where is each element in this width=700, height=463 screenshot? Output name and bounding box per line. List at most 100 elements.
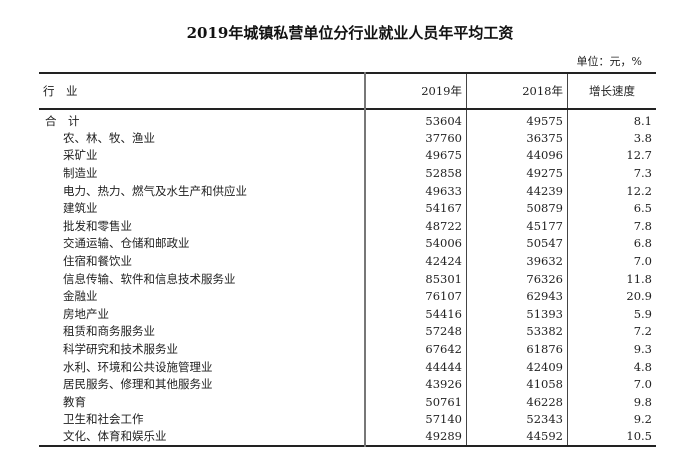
industry-cell: 建筑业	[39, 199, 366, 217]
wage-2019-cell: 54006	[365, 234, 467, 253]
wage-2018-cell: 52343	[466, 410, 568, 429]
header-2019: 2019年	[365, 73, 467, 109]
wage-2019-cell: 49633	[365, 181, 467, 200]
wage-2019-cell: 42424	[365, 252, 467, 270]
table-row: 教育 50761 46228 9.8	[39, 392, 656, 411]
growth-cell: 6.8	[633, 236, 652, 251]
wage-2018-cell: 46228	[466, 392, 568, 411]
wage-2019-cell: 44444	[365, 357, 467, 376]
industry-cell: 租赁和商务服务业	[39, 322, 366, 341]
wage-2019-cell: 49289	[365, 428, 467, 446]
wage-2018-cell: 49575	[466, 109, 568, 129]
table-row: 电力、热力、燃气及水生产和供应业 49633 44239 12.2	[39, 181, 656, 200]
growth-cell: 9.2	[633, 412, 652, 427]
wage-2018-cell: 42409	[466, 357, 568, 376]
unit-note: 单位：元，%	[576, 55, 642, 68]
table-row: 租赁和商务服务业 57248 53382 7.2	[39, 322, 656, 341]
wage-2018-cell: 53382	[466, 322, 568, 341]
table-row: 交通运输、仓储和邮政业 54006 50547 6.8	[39, 234, 656, 253]
wage-2019-cell: 85301	[365, 269, 467, 288]
growth-cell: 10.5	[626, 429, 652, 444]
page-title: 2019年城镇私营单位分行业就业人员年平均工资	[186, 24, 514, 42]
wage-2018-cell: 44239	[466, 181, 568, 200]
wage-2018-cell: 45177	[466, 216, 568, 235]
header-row: 行 业 2019年 2018年 增长速度	[39, 73, 656, 109]
wage-2019-cell: 52858	[365, 164, 467, 182]
wage-2019-cell: 54416	[365, 304, 467, 323]
growth-cell: 11.8	[626, 271, 652, 286]
growth-cell: 20.9	[626, 289, 652, 304]
wage-2018-cell: 41058	[466, 375, 568, 393]
growth-cell: 8.1	[633, 114, 652, 128]
industry-cell: 科学研究和技术服务业	[39, 340, 366, 358]
wage-2018-cell: 44592	[466, 428, 568, 446]
wage-2018-cell: 62943	[466, 287, 568, 305]
header-growth: 增长速度	[589, 84, 635, 98]
industry-cell: 采矿业	[39, 146, 366, 165]
wage-2018-cell: 51393	[466, 304, 568, 323]
growth-cell: 6.5	[633, 201, 652, 216]
table-row: 居民服务、修理和其他服务业 43926 41058 7.0	[39, 375, 656, 393]
growth-cell: 12.7	[626, 148, 652, 163]
wage-2018-cell: 61876	[466, 340, 568, 358]
wage-2019-cell: 54167	[365, 199, 467, 217]
table-row: 卫生和社会工作 57140 52343 9.2	[39, 410, 656, 429]
table-row: 水利、环境和公共设施管理业 44444 42409 4.8	[39, 357, 656, 376]
growth-cell: 7.0	[633, 377, 652, 392]
wage-2019-cell: 57140	[365, 410, 467, 429]
wage-2019-cell: 50761	[365, 392, 467, 411]
wage-2018-cell: 50879	[466, 199, 568, 217]
industry-cell: 农、林、牧、渔业	[39, 129, 366, 147]
table-row: 金融业 76107 62943 20.9	[39, 287, 656, 305]
wage-2018-cell: 76326	[466, 269, 568, 288]
wage-table: 行 业 2019年 2018年 增长速度 合 计 53604 49575 8.1 农、林…	[39, 72, 656, 447]
wage-2019-cell: 48722	[365, 216, 467, 235]
industry-cell: 居民服务、修理和其他服务业	[39, 375, 366, 393]
growth-cell: 3.8	[633, 130, 652, 145]
header-2018: 2018年	[466, 73, 568, 109]
growth-cell: 7.0	[633, 253, 652, 268]
table-row: 批发和零售业 48722 45177 7.8	[39, 216, 656, 235]
wage-2018-cell: 49275	[466, 164, 568, 182]
industry-cell: 制造业	[39, 164, 366, 182]
industry-cell: 金融业	[39, 287, 366, 305]
growth-cell: 7.3	[633, 165, 652, 180]
industry-cell: 交通运输、仓储和邮政业	[39, 234, 366, 253]
table-row: 房地产业 54416 51393 5.9	[39, 304, 656, 323]
growth-cell: 12.2	[626, 183, 652, 198]
wage-2018-cell: 44096	[466, 146, 568, 165]
table-row: 采矿业 49675 44096 12.7	[39, 146, 656, 165]
industry-cell: 房地产业	[39, 304, 366, 323]
growth-cell: 4.8	[633, 359, 652, 374]
industry-cell: 教育	[39, 392, 366, 411]
growth-cell: 7.2	[633, 324, 652, 339]
wage-2018-cell: 36375	[466, 129, 568, 147]
growth-cell: 9.8	[633, 394, 652, 409]
table-row: 建筑业 54167 50879 6.5	[39, 199, 656, 217]
wage-2019-cell: 76107	[365, 287, 467, 305]
industry-cell: 电力、热力、燃气及水生产和供应业	[39, 181, 366, 200]
industry-cell: 批发和零售业	[39, 216, 366, 235]
table-row: 文化、体育和娱乐业 49289 44592 10.5	[39, 428, 656, 446]
header-industry: 行 业	[39, 73, 366, 109]
table-row: 住宿和餐饮业 42424 39632 7.0	[39, 252, 656, 270]
industry-cell: 文化、体育和娱乐业	[39, 428, 366, 446]
table-row: 信息传输、软件和信息技术服务业 85301 76326 11.8	[39, 269, 656, 288]
wage-2019-cell: 53604	[365, 109, 467, 129]
industry-cell: 合 计	[39, 109, 366, 129]
table-row: 科学研究和技术服务业 67642 61876 9.3	[39, 340, 656, 358]
wage-2019-cell: 49675	[365, 146, 467, 165]
wage-2018-cell: 39632	[466, 252, 568, 270]
wage-2019-cell: 67642	[365, 340, 467, 358]
wage-2018-cell: 50547	[466, 234, 568, 253]
growth-cell: 5.9	[633, 306, 652, 321]
table-row: 制造业 52858 49275 7.3	[39, 164, 656, 182]
industry-cell: 水利、环境和公共设施管理业	[39, 357, 366, 376]
wage-2019-cell: 57248	[365, 322, 467, 341]
growth-cell: 7.8	[633, 218, 652, 233]
wage-2019-cell: 37760	[365, 129, 467, 147]
industry-cell: 信息传输、软件和信息技术服务业	[39, 269, 366, 288]
table-row: 农、林、牧、渔业 37760 36375 3.8	[39, 129, 656, 147]
wage-2019-cell: 43926	[365, 375, 467, 393]
industry-cell: 卫生和社会工作	[39, 410, 366, 429]
